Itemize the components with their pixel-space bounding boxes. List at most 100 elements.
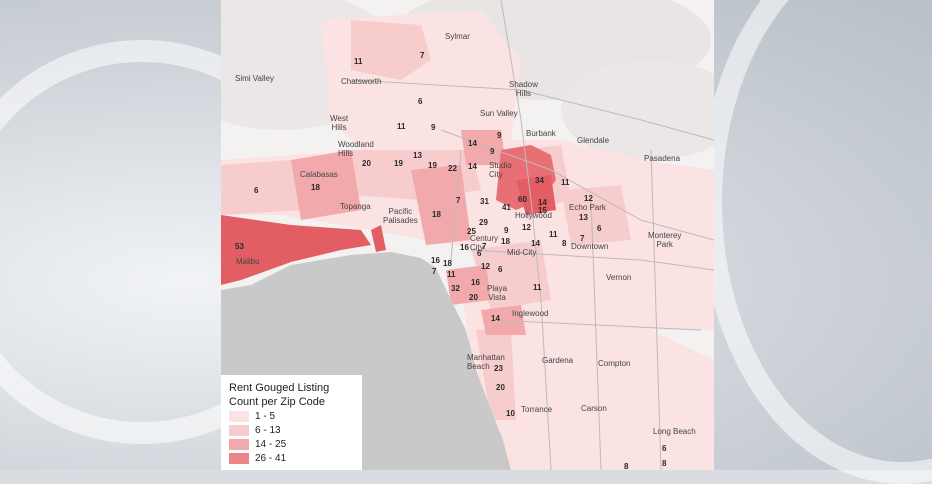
zip-count: 41 — [502, 203, 511, 212]
zip-count: 16 — [431, 256, 440, 265]
zip-region-echo-park — [561, 185, 631, 245]
place-gardena: Gardena — [542, 356, 574, 365]
place-pacific-palisades: Pacific Palisades — [383, 207, 418, 225]
zip-count: 19 — [394, 159, 403, 168]
legend-label: 6 - 13 — [255, 425, 281, 436]
place-long-beach: Long Beach — [653, 427, 696, 436]
zip-count: 14 — [538, 198, 547, 207]
zip-count: 13 — [413, 151, 422, 160]
zip-count: 7 — [432, 267, 437, 276]
zip-count: 15 — [538, 206, 547, 215]
legend-rows: 1 - 5 6 - 13 14 - 25 26 - 41 — [229, 410, 354, 465]
zip-count: 14 — [468, 139, 477, 148]
zip-region-mid-city — [471, 240, 551, 310]
zip-count: 6 — [597, 224, 602, 233]
map-panel[interactable]: Simi Valley Sylmar Chatsworth Shadow Hil… — [221, 0, 714, 470]
place-shadow-hills: Shadow Hills — [509, 80, 538, 98]
zip-count: 18 — [432, 210, 441, 219]
zip-count: 9 — [504, 226, 509, 235]
zip-count: 14 — [468, 162, 477, 171]
zip-count: 34 — [535, 176, 544, 185]
zip-count: 9 — [431, 123, 436, 132]
zip-count: 6 — [254, 186, 259, 195]
place-sun-valley: Sun Valley — [480, 109, 518, 118]
zip-count: 25 — [467, 227, 476, 236]
zip-count: 7 — [482, 242, 487, 251]
zip-region-calabasas-west — [221, 160, 301, 215]
zip-region-malibu-east — [371, 225, 386, 252]
zip-count: 14 — [531, 239, 540, 248]
place-torrance: Torrance — [521, 405, 553, 414]
zip-count: 11 — [397, 122, 406, 131]
zip-count: 20 — [362, 159, 371, 168]
zip-region-chatsworth — [351, 20, 431, 80]
zip-count: 7 — [580, 234, 585, 243]
zip-count: 23 — [494, 364, 503, 373]
zip-count: 19 — [428, 161, 437, 170]
zip-count: 11 — [354, 57, 363, 66]
zip-region-calabasas — [291, 150, 361, 220]
zip-count: 11 — [533, 283, 542, 292]
zip-count: 22 — [448, 164, 457, 173]
legend-swatch — [229, 425, 249, 436]
legend-title: Rent Gouged Listing Count per Zip Code — [229, 382, 330, 408]
zip-count: 9 — [490, 147, 495, 156]
zip-count: 31 — [480, 197, 489, 206]
place-hollywood: Hollywood — [515, 211, 552, 220]
legend-swatch — [229, 453, 249, 464]
zip-region-pacific-palisades — [411, 165, 471, 245]
legend-item: 1 - 5 — [229, 410, 354, 423]
place-downtown: Downtown — [571, 242, 609, 251]
zip-count: 13 — [579, 213, 588, 222]
zip-count: 7 — [456, 196, 461, 205]
zip-count: 20 — [496, 383, 505, 392]
zip-count: 8 — [662, 459, 667, 468]
place-chatsworth: Chatsworth — [341, 77, 382, 86]
zip-count: 6 — [477, 249, 482, 258]
place-sylmar: Sylmar — [445, 32, 470, 41]
legend-item: 14 - 25 — [229, 438, 354, 451]
zip-region-manhattan-beach — [476, 330, 516, 420]
place-burbank: Burbank — [526, 129, 556, 138]
zip-count: 20 — [469, 293, 478, 302]
zip-count: 16 — [460, 243, 469, 252]
place-calabasas: Calabasas — [300, 170, 338, 179]
zip-count: 32 — [451, 284, 460, 293]
zip-region-sherman-oaks — [461, 130, 506, 165]
legend-label: 26 - 41 — [255, 453, 287, 464]
zip-count: 14 — [491, 314, 500, 323]
place-glendale: Glendale — [577, 136, 610, 145]
place-west-hills: West Hills — [330, 114, 349, 132]
zip-count: 12 — [584, 194, 593, 203]
place-century-city: Century City — [470, 234, 499, 252]
place-topanga: Topanga — [340, 202, 371, 211]
place-carson: Carson — [581, 404, 607, 413]
place-vernon: Vernon — [606, 273, 632, 282]
zip-count: 18 — [501, 237, 510, 246]
zip-count: 53 — [235, 242, 244, 251]
zip-count: 29 — [479, 218, 488, 227]
place-woodland-hills: Woodland Hills — [338, 140, 374, 158]
mountain-shade-ne — [561, 60, 714, 160]
road-network — [350, 0, 714, 470]
zip-count: 16 — [471, 278, 480, 287]
map-legend: Rent Gouged Listing Count per Zip Code 1… — [221, 375, 362, 470]
legend-label: 14 - 25 — [255, 439, 287, 450]
zip-count: 60 — [518, 195, 527, 204]
legend-swatch — [229, 439, 249, 450]
zip-count: 18 — [443, 259, 452, 268]
zip-count: 18 — [311, 183, 320, 192]
place-simi-valley: Simi Valley — [235, 74, 274, 83]
zip-count: 12 — [481, 262, 490, 271]
zip-count: 10 — [506, 409, 515, 418]
place-monterey-park: Monterey Park — [648, 231, 682, 249]
zip-region-playa-vista — [446, 265, 491, 305]
zip-count: 8 — [624, 462, 629, 470]
zip-count: 9 — [497, 131, 502, 140]
zip-count: 8 — [562, 239, 567, 248]
zip-count: 11 — [447, 270, 456, 279]
zip-count: 6 — [418, 97, 423, 106]
zip-region-hollywood — [516, 175, 556, 215]
zip-count: 6 — [662, 444, 667, 453]
place-pasadena: Pasadena — [644, 154, 681, 163]
